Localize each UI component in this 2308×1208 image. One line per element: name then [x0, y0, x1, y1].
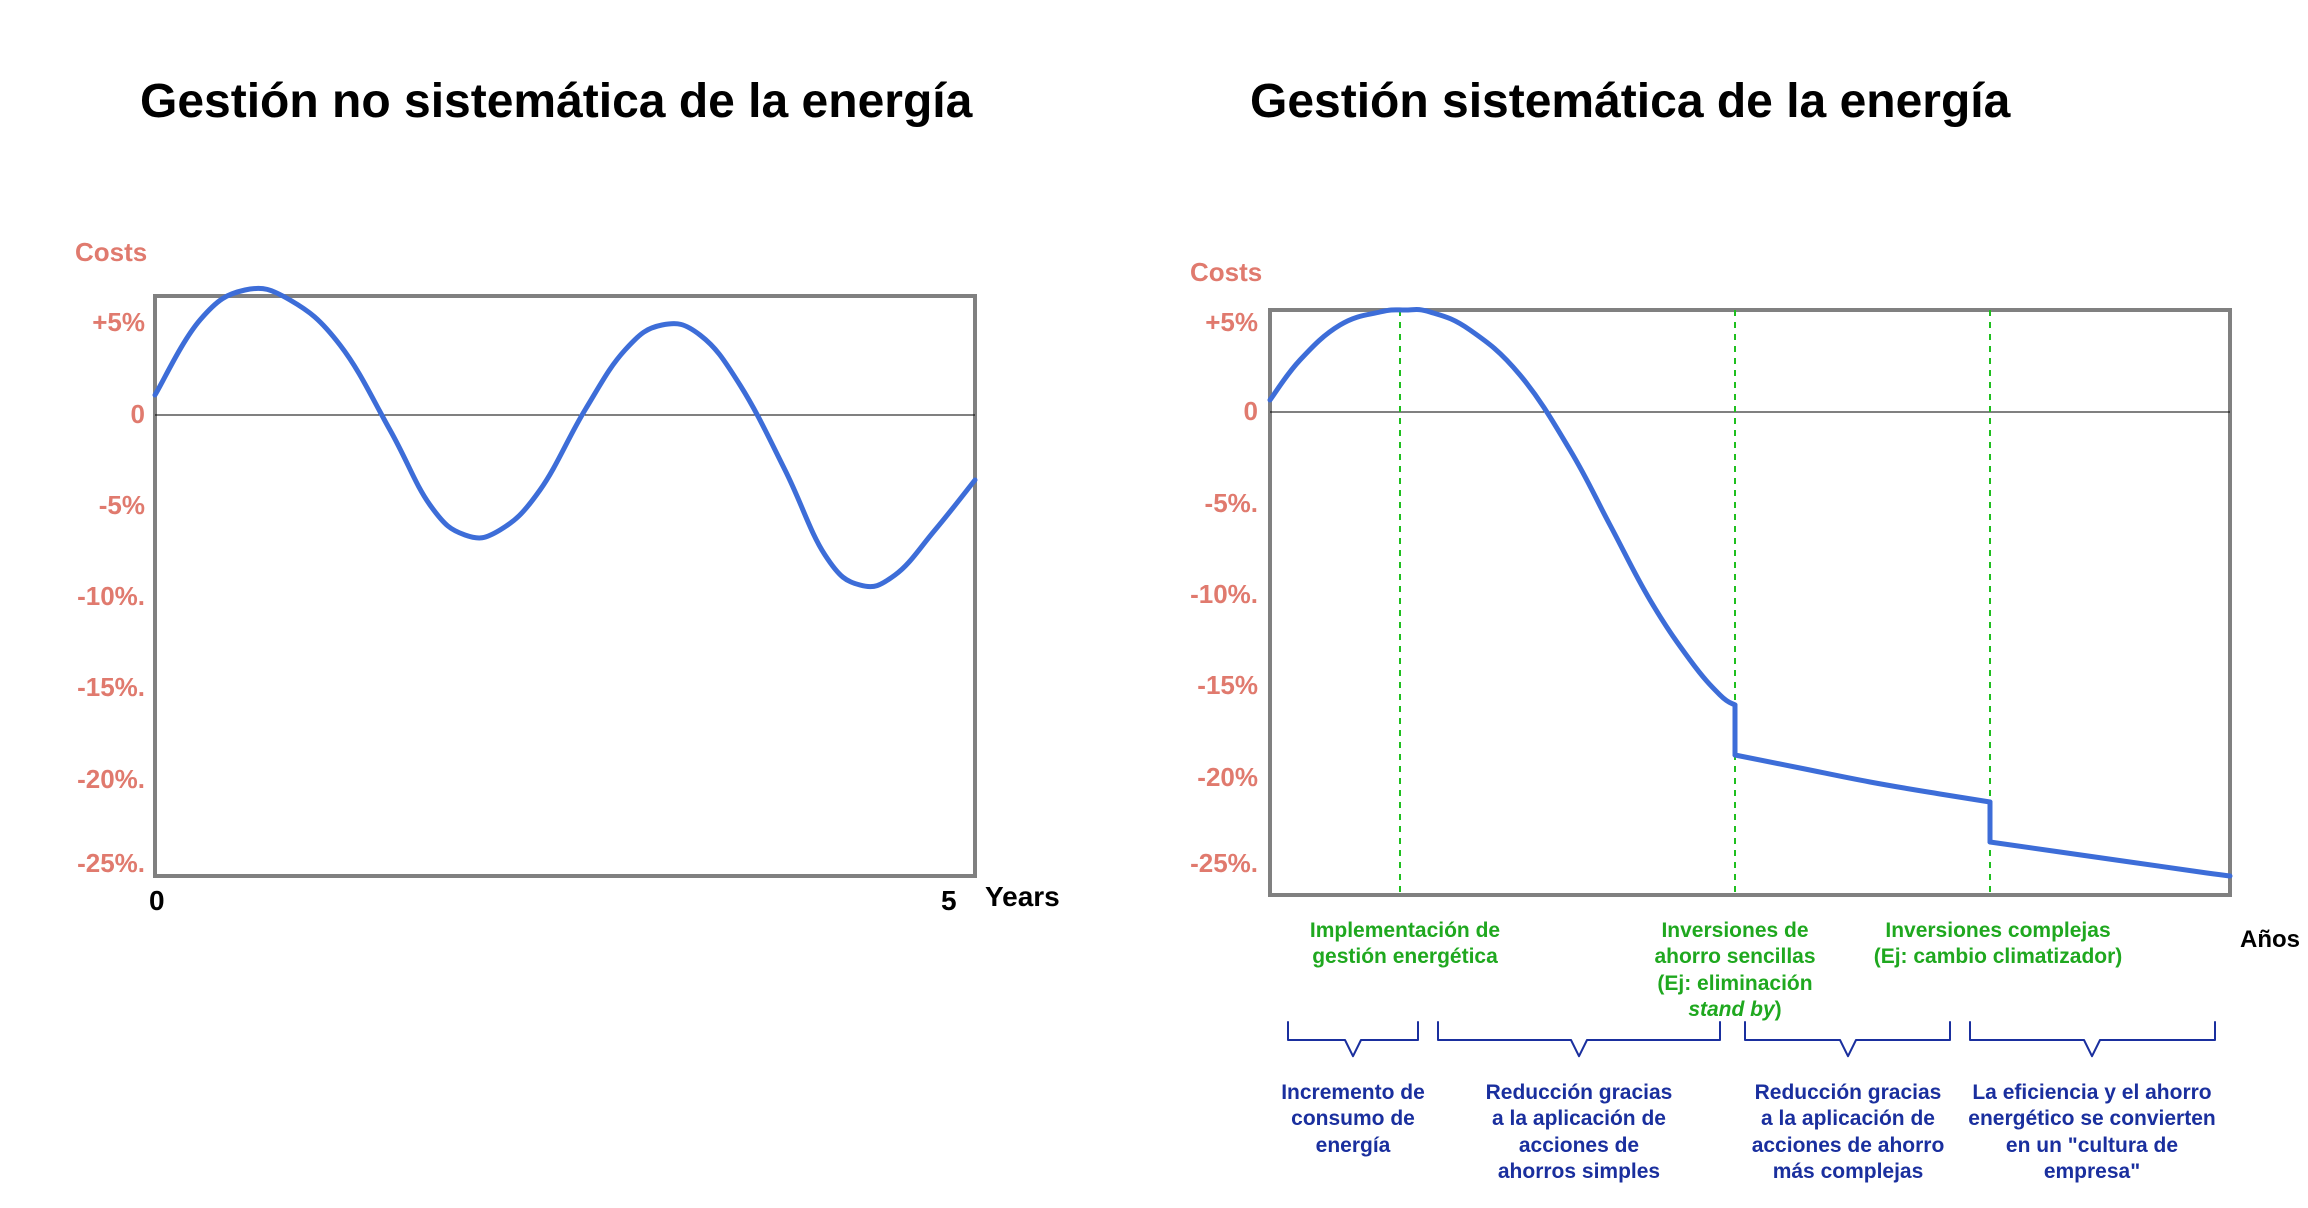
green-annotation: Inversiones deahorro sencillas(Ej: elimi… — [1620, 918, 1850, 1023]
left-ytick: -25%. — [77, 848, 145, 879]
blue-annotation: Reducción graciasa la aplicación deaccio… — [1449, 1080, 1709, 1185]
plot-svg — [0, 0, 2308, 1208]
blue-annotation: Reducción graciasa la aplicación deaccio… — [1718, 1080, 1978, 1185]
left-xtick: 0 — [149, 885, 165, 917]
blue-annotation: Incremento deconsumo deenergía — [1253, 1080, 1453, 1159]
left-ytick: -5% — [99, 490, 145, 521]
right-ytick: -5%. — [1205, 488, 1258, 519]
page: Gestión no sistemática de la energía Ges… — [0, 0, 2308, 1208]
green-annotation: Implementación degestión energética — [1280, 918, 1530, 971]
left-xtick: 5 — [941, 885, 957, 917]
left-ytick: -20%. — [77, 764, 145, 795]
left-ytick: 0 — [131, 399, 145, 430]
left-ytick: +5% — [92, 307, 145, 338]
right-ytick: -15% — [1197, 670, 1258, 701]
right-ytick: 0 — [1244, 396, 1258, 427]
right-ytick: +5% — [1205, 307, 1258, 338]
right-ytick: -25%. — [1190, 848, 1258, 879]
right-ytick: -20% — [1197, 762, 1258, 793]
left-ytick: -15%. — [77, 672, 145, 703]
left-ytick: -10%. — [77, 581, 145, 612]
green-annotation: Inversiones complejas(Ej: cambio climati… — [1848, 918, 2148, 971]
right-ytick: -10%. — [1190, 579, 1258, 610]
blue-annotation: La eficiencia y el ahorroenergético se c… — [1942, 1080, 2242, 1185]
